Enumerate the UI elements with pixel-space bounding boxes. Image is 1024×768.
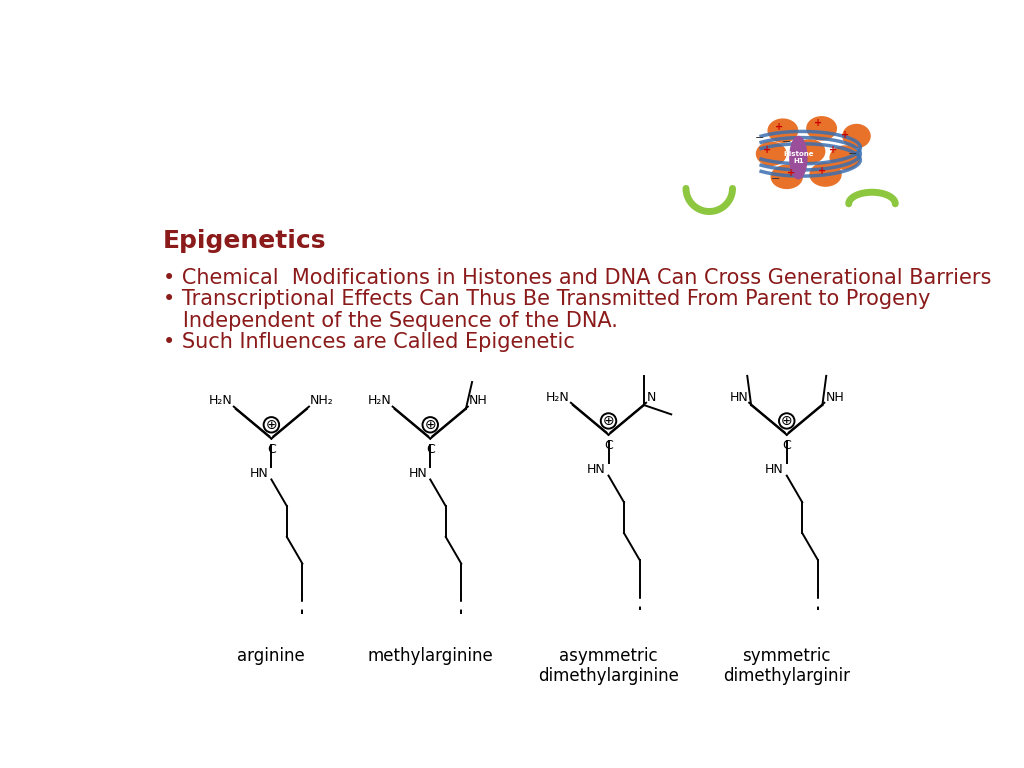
Text: ⊕: ⊕ — [781, 414, 793, 428]
Text: ⊕: ⊕ — [424, 418, 436, 432]
Text: −: − — [755, 134, 764, 144]
Ellipse shape — [771, 165, 802, 188]
Text: HN: HN — [250, 467, 268, 480]
Text: NH: NH — [825, 391, 844, 403]
Text: H₂N: H₂N — [546, 391, 569, 403]
Text: −: − — [782, 137, 792, 147]
Text: Histone
H1: Histone H1 — [783, 151, 814, 164]
Text: HN: HN — [765, 463, 783, 476]
Text: H₂N: H₂N — [368, 395, 391, 407]
Ellipse shape — [768, 119, 798, 142]
Text: +: + — [829, 145, 838, 155]
Text: +: + — [763, 145, 771, 155]
Text: • Transcriptional Effects Can Thus Be Transmitted From Parent to Progeny: • Transcriptional Effects Can Thus Be Tr… — [163, 290, 931, 310]
Text: symmetric
dimethylarginir: symmetric dimethylarginir — [723, 647, 850, 685]
Text: H₂N: H₂N — [209, 395, 232, 407]
Ellipse shape — [796, 140, 824, 163]
Text: arginine: arginine — [238, 647, 305, 664]
Text: +: + — [775, 122, 783, 132]
Text: Independent of the Sequence of the DNA.: Independent of the Sequence of the DNA. — [163, 311, 617, 331]
Text: NH₂: NH₂ — [310, 395, 334, 407]
Text: Epigenetics: Epigenetics — [163, 229, 327, 253]
Text: +: + — [817, 167, 825, 177]
Text: C: C — [426, 443, 434, 456]
Ellipse shape — [807, 117, 837, 140]
Ellipse shape — [790, 137, 807, 179]
Text: +: + — [786, 168, 795, 178]
Text: ⊕: ⊕ — [265, 418, 278, 432]
Text: NH: NH — [469, 395, 487, 407]
Text: • Such Influences are Called Epigenetic: • Such Influences are Called Epigenetic — [163, 333, 574, 353]
Text: +: + — [814, 118, 822, 128]
Ellipse shape — [757, 142, 786, 165]
Ellipse shape — [843, 124, 870, 147]
Text: HN: HN — [729, 391, 748, 403]
Ellipse shape — [810, 163, 841, 186]
Text: methylarginine: methylarginine — [368, 647, 494, 664]
Text: −: − — [848, 149, 857, 159]
Text: C: C — [267, 443, 275, 456]
Text: HN: HN — [409, 467, 427, 480]
Text: • Chemical  Modifications in Histones and DNA Can Cross Generational Barriers: • Chemical Modifications in Histones and… — [163, 268, 991, 288]
Ellipse shape — [830, 146, 859, 169]
Text: +: + — [841, 130, 849, 140]
Text: ⊕: ⊕ — [603, 414, 614, 428]
Text: −: − — [770, 174, 780, 184]
Text: asymmetric
dimethylarginine: asymmetric dimethylarginine — [538, 647, 679, 685]
Text: C: C — [782, 439, 792, 452]
Text: C: C — [604, 439, 613, 452]
Text: HN: HN — [587, 463, 605, 476]
Text: N: N — [647, 391, 656, 403]
